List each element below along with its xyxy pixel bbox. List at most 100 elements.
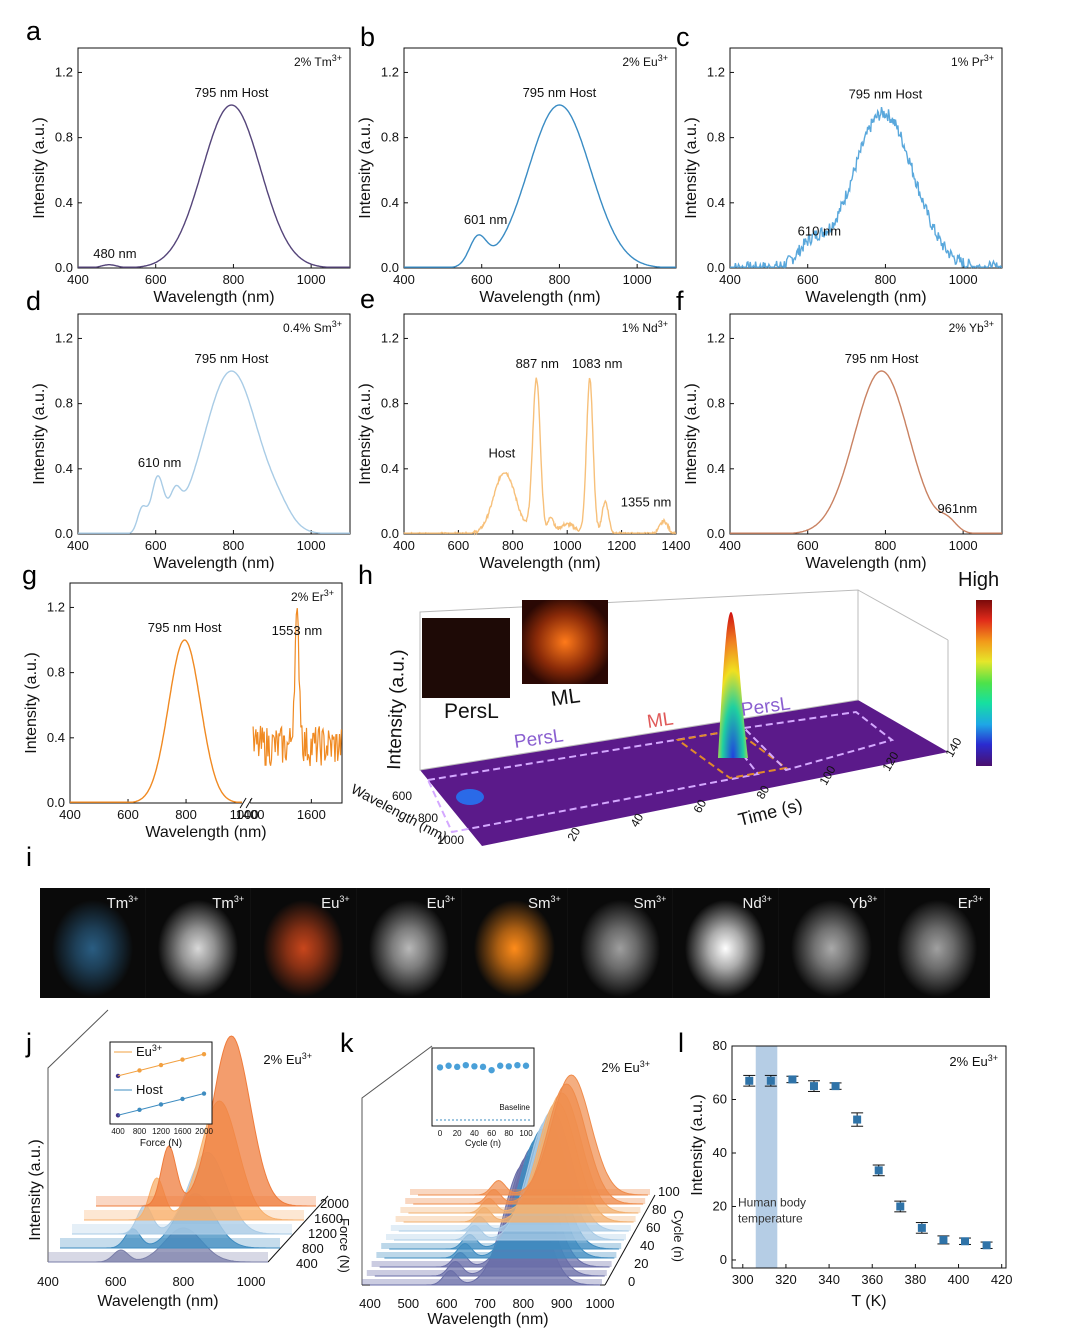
- x-tick-label: 600: [797, 272, 819, 287]
- panel-letter-i: i: [26, 842, 32, 872]
- spectrum-panel-a: 0.0 0.4 0.8 1.2 400 600 800 1000 Wavelength (nm)…: [31, 47, 351, 306]
- panel-letter-c: c: [676, 22, 690, 52]
- j-inset-x-tick: 400: [111, 1127, 125, 1136]
- panel-j-force-spectra: 400 600 800 1000400800120016002000Wavelengt…: [27, 1009, 352, 1310]
- peak-annotation: 887 nm: [516, 356, 559, 371]
- plot-frame: [403, 313, 677, 535]
- l-data-point: [766, 1076, 775, 1085]
- k-inset-x-tick: 80: [504, 1129, 513, 1138]
- y-tick-label: 0.4: [381, 195, 399, 210]
- spectrum-line: [730, 106, 1002, 269]
- x-tick-label: 600: [448, 538, 470, 553]
- k-inset-x-tick: 0: [438, 1129, 443, 1138]
- j-inset-frame: [109, 1041, 213, 1125]
- h-region-label-ml: ML: [646, 708, 675, 732]
- spectrum-panel-c: 0.0 0.4 0.8 1.2 400 600 800 1000 Wavelength (nm)…: [683, 47, 1003, 306]
- k-inset-x-tick: 20: [453, 1129, 462, 1138]
- j-x-tick-label: 400: [37, 1274, 59, 1289]
- k-inset-point: [497, 1062, 504, 1069]
- y-tick-label: 0.8: [55, 396, 73, 411]
- x-tick-label: 800: [875, 272, 897, 287]
- h-time-tick: 60: [690, 797, 709, 816]
- k-inset-point: [505, 1063, 512, 1070]
- k-dopant-label: 2% Eu3+: [601, 1059, 650, 1075]
- panel-letter-h: h: [358, 560, 373, 590]
- peak-annotation: 795 nm Host: [849, 87, 923, 102]
- x-tick-label: 400: [67, 272, 89, 287]
- y-tick-label: 1.2: [55, 64, 73, 79]
- panel-k-cycle-spectra: 400 500 600 700 800 900 1000020406080100Wavele…: [359, 1045, 686, 1328]
- h-time-tick: 20: [564, 825, 583, 844]
- peak-annotation: 795 nm Host: [148, 620, 222, 635]
- l-plot-frame: [731, 1045, 1007, 1269]
- j-inset-x-tick: 1600: [174, 1127, 192, 1136]
- peak-annotation: 795 nm Host: [195, 85, 269, 100]
- peak-annotation: 1553 nm: [272, 623, 323, 638]
- peak-annotation: Host: [489, 445, 516, 460]
- x-tick-label: 600: [797, 538, 819, 553]
- k-x-tick-label: 1000: [586, 1296, 615, 1311]
- k-cycle-tick-label: 20: [634, 1256, 648, 1271]
- dopant-label: 1% Nd3+: [622, 319, 668, 335]
- panel-letter-f: f: [676, 286, 684, 316]
- h-region-ml: [675, 728, 789, 780]
- panel-letter-e: e: [360, 284, 375, 314]
- image-ion-label: Yb3+: [848, 894, 878, 912]
- j-force-tick-label: 800: [302, 1241, 324, 1256]
- x-tick-label: 400: [67, 538, 89, 553]
- h-region-persl-left: [426, 730, 760, 834]
- j-inset-x-tick: 1200: [152, 1127, 170, 1136]
- axis-break-mask: [242, 797, 251, 809]
- h-xlabel: Time (s): [736, 795, 804, 830]
- j-inset-x-tick: 2000: [195, 1127, 213, 1136]
- x-axis-label: Wavelength (nm): [479, 555, 600, 572]
- j-z-axis-label: Force (N): [337, 1218, 352, 1273]
- j-force-tick-label: 400: [296, 1256, 318, 1271]
- x-axis-label: Wavelength (nm): [153, 289, 274, 306]
- x-tick-label: 1000: [230, 807, 259, 822]
- y-tick-label: 0.4: [707, 461, 725, 476]
- colorbar-label: High: [958, 569, 999, 591]
- k-inset-x-tick: 60: [487, 1129, 496, 1138]
- j-force-tick-label: 1200: [308, 1226, 337, 1241]
- peak-annotation: 795 nm Host: [195, 351, 269, 366]
- l-x-tick-label: 380: [905, 1272, 927, 1287]
- h-inset-ml-label: ML: [549, 684, 581, 711]
- panel-letter-k: k: [340, 1028, 354, 1058]
- y-tick-label: 0.4: [55, 461, 73, 476]
- x-tick-label: 1400: [662, 538, 691, 553]
- h-inset-ml: [522, 600, 608, 684]
- l-x-tick-label: 300: [732, 1272, 754, 1287]
- l-band-label-1: Human body: [738, 1195, 806, 1209]
- dopant-label: 0.4% Sm3+: [283, 319, 342, 335]
- x-tick-label: 800: [875, 538, 897, 553]
- y-tick-label: 0.0: [381, 260, 399, 275]
- image-ion-label: Sm3+: [528, 894, 561, 912]
- k-z-axis: [604, 1194, 656, 1286]
- x-tick-label: 400: [719, 272, 741, 287]
- panel-letter-l: l: [678, 1028, 684, 1058]
- y-tick-label: 0.4: [47, 730, 65, 745]
- h-initial-glow: [456, 789, 484, 805]
- x-tick-label: 1600: [297, 807, 326, 822]
- j-x-axis-label: Wavelength (nm): [97, 1293, 218, 1310]
- k-cycle-tick-label: 0: [628, 1274, 635, 1289]
- k-inset-point: [445, 1062, 452, 1069]
- y-axis-label: Intensity (a.u.): [357, 117, 374, 218]
- h-time-tick: 40: [627, 811, 646, 830]
- k-inset-frame: [431, 1047, 535, 1127]
- k-inset-point: [471, 1063, 478, 1070]
- k-inset-point: [454, 1063, 461, 1071]
- h-floor: [420, 700, 948, 846]
- k-spectrum-cycle: [418, 1074, 649, 1196]
- luminescence-image-4: Eu3+: [356, 888, 463, 998]
- h-time-tick: 140: [942, 735, 964, 760]
- luminescence-image-5: Sm3+: [462, 888, 568, 998]
- panel-i-image-strip: Tm3+ Tm3+ Eu3+ Eu3+ Sm3+ Sm3+ Nd3+ Yb3+ Er3+: [40, 888, 991, 998]
- k-inset-x-tick: 40: [470, 1129, 479, 1138]
- panel-h-3d-plot: PersL ML PersL ML PersL Intensity (a.u.)…: [349, 569, 1000, 847]
- y-axis-label: Intensity (a.u.): [31, 383, 48, 484]
- peak-annotation: 610 nm: [138, 455, 181, 470]
- y-tick-label: 0.8: [707, 130, 725, 145]
- k-inset-point: [488, 1066, 495, 1074]
